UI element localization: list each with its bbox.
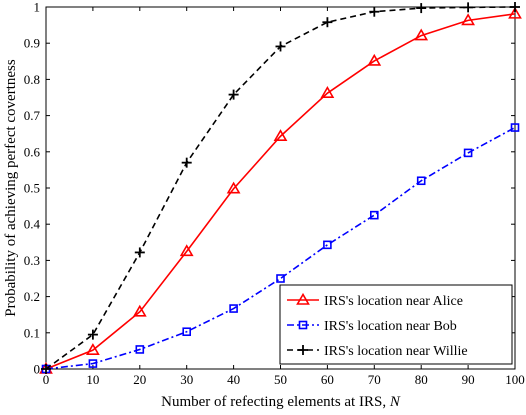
x-axis-label-variable: N — [389, 394, 401, 410]
axis-ticks: 0 10 20 30 40 50 60 70 80 90 100 0 0.1 0.2 0.3 0.4 0.5 0.… — [24, 0, 525, 387]
y-tick-label: 0.3 — [24, 253, 40, 268]
legend-marker — [298, 345, 308, 355]
data-point — [132, 304, 147, 317]
x-tick-label: 50 — [274, 372, 287, 387]
data-point — [463, 148, 473, 158]
data-point — [275, 41, 286, 52]
data-point — [510, 2, 520, 12]
x-tick-label: 0 — [43, 372, 50, 387]
data-point — [369, 6, 380, 17]
x-tick-label: 20 — [133, 372, 146, 387]
x-axis-label-text: Number of refecting elements at IRS, — [161, 394, 390, 410]
data-point — [134, 247, 145, 258]
x-tick-label: 80 — [415, 372, 428, 387]
data-point — [322, 17, 333, 28]
series-1 — [39, 6, 522, 374]
data-point — [87, 329, 98, 340]
x-tick-label: 60 — [321, 372, 334, 387]
y-tick-label: 0.9 — [24, 36, 40, 51]
y-tick-label: 0.5 — [24, 181, 40, 196]
data-point — [273, 129, 288, 142]
y-tick-label: 0.4 — [24, 217, 41, 232]
series-3 — [41, 2, 520, 374]
data-point — [135, 345, 145, 354]
data-point — [88, 359, 98, 368]
data-point — [229, 304, 238, 313]
x-tick-label: 100 — [505, 372, 525, 387]
data-point — [416, 176, 426, 186]
data-point — [320, 86, 335, 98]
legend-label: IRS's location near Willie — [324, 344, 468, 359]
data-point — [414, 28, 429, 41]
y-tick-label: 0.7 — [24, 108, 41, 123]
data-point — [181, 157, 192, 168]
data-point — [179, 244, 194, 257]
x-tick-label: 30 — [180, 372, 193, 387]
data-point — [228, 89, 239, 100]
legend: IRS's location near Alice IRS's location … — [279, 284, 513, 365]
data-point — [41, 364, 51, 374]
x-tick-label: 90 — [462, 372, 475, 387]
data-point — [508, 6, 522, 19]
legend-label: IRS's location near Alice — [324, 294, 463, 309]
data-point — [276, 274, 285, 283]
legend-label: IRS's location near Bob — [324, 319, 457, 334]
y-axis-label: Probability of achieving perfect covertn… — [3, 59, 19, 317]
x-tick-label: 40 — [227, 372, 240, 387]
legend-marker — [296, 292, 310, 305]
x-tick-label: 10 — [86, 372, 99, 387]
x-axis-label: Number of refecting elements at IRS, N — [161, 394, 401, 410]
y-tick-label: 0 — [34, 362, 41, 377]
y-tick-label: 0.1 — [24, 325, 40, 340]
data-point — [461, 13, 475, 26]
y-tick-label: 0.6 — [24, 144, 41, 159]
series-line — [45, 13, 516, 370]
x-tick-label: 70 — [368, 372, 381, 387]
y-tick-label: 0.8 — [24, 72, 40, 87]
data-point — [463, 2, 474, 13]
data-point — [182, 327, 191, 337]
data-point — [367, 53, 382, 66]
data-point — [510, 123, 520, 132]
series-line — [45, 126, 516, 370]
data-point — [323, 240, 332, 250]
y-tick-label: 0.2 — [24, 289, 40, 304]
data-point — [226, 181, 241, 194]
series-layer — [39, 2, 522, 374]
data-point — [86, 343, 100, 355]
legend-marker — [298, 320, 308, 330]
data-point — [416, 3, 427, 14]
data-point — [369, 210, 379, 220]
y-tick-label: 1 — [34, 0, 41, 15]
